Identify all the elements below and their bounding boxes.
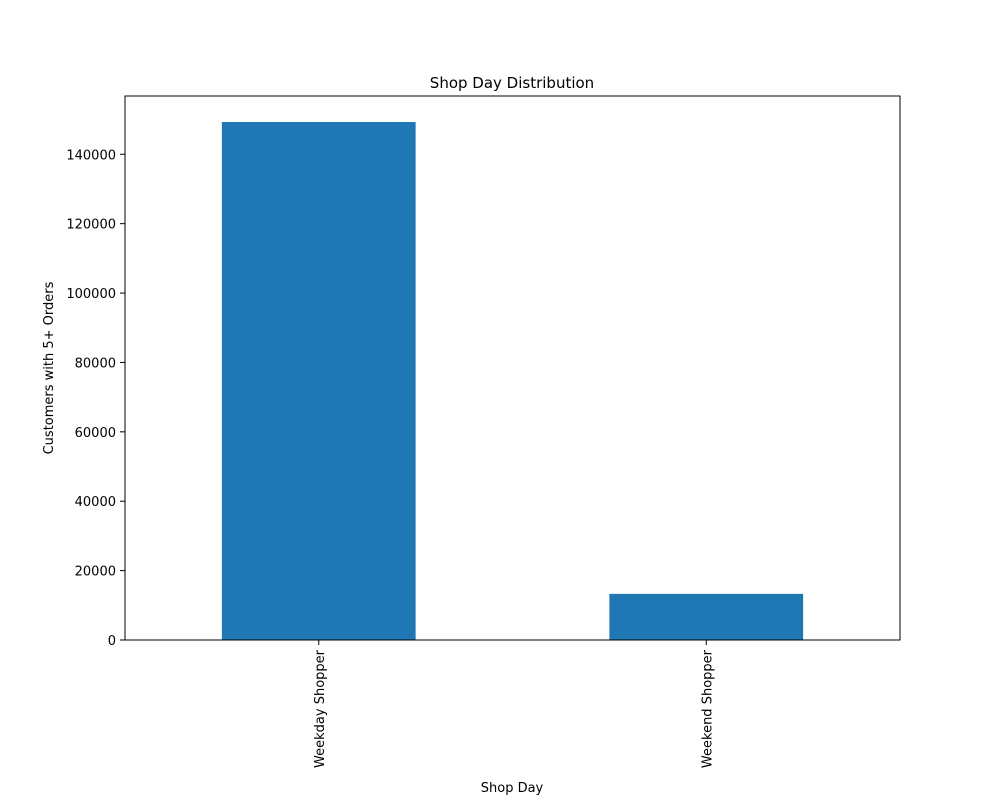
- x-axis-label: Shop Day: [481, 781, 544, 796]
- plot-area-frame: [124, 95, 901, 641]
- y-tick-label: 60000: [75, 426, 116, 441]
- bars-group: [221, 122, 804, 641]
- y-tick-label: 20000: [75, 565, 116, 580]
- bar-weekday-shopper: [221, 122, 416, 641]
- y-tick-label: 120000: [66, 218, 116, 233]
- bar-weekend-shopper: [609, 593, 804, 640]
- y-tick-label: 100000: [66, 287, 116, 302]
- y-tick-label: 140000: [66, 148, 116, 163]
- y-axis-label: Customers with 5+ Orders: [42, 281, 57, 454]
- x-axis: Weekday Shopper Weekend Shopper: [313, 640, 715, 768]
- chart-title: Shop Day Distribution: [430, 74, 594, 92]
- x-tick-label: Weekday Shopper: [313, 649, 328, 768]
- x-tick-label: Weekend Shopper: [700, 649, 715, 768]
- y-axis: 0 20000 40000 60000 80000 100000 120000 140000: [66, 148, 125, 649]
- y-tick-label: 0: [108, 634, 116, 649]
- y-tick-label: 80000: [75, 356, 116, 371]
- y-tick-label: 40000: [75, 495, 116, 510]
